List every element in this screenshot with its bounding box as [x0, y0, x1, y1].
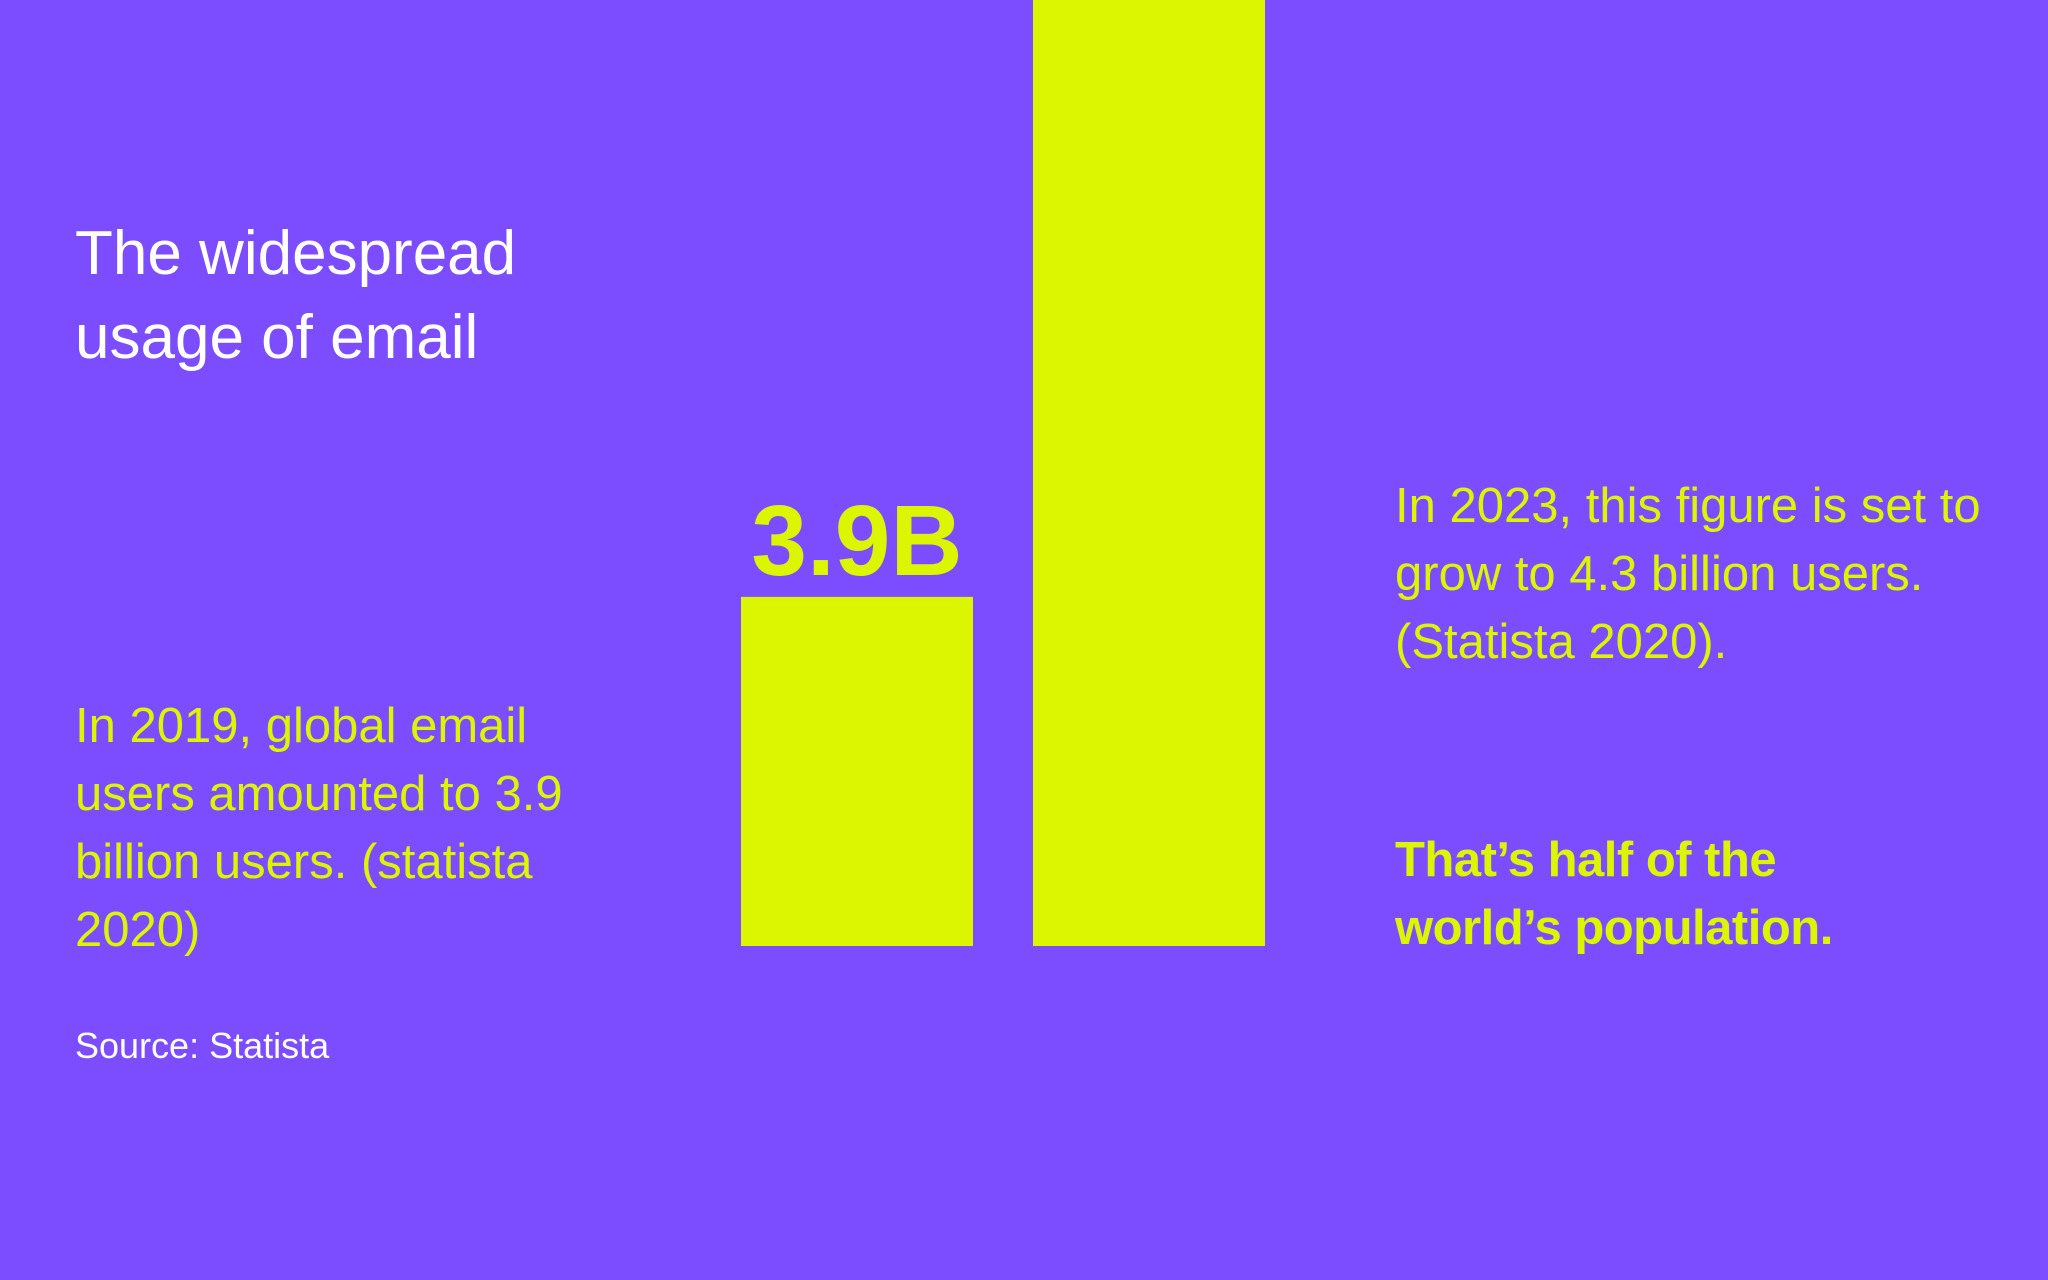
- bar-value-label-2019: 3.9B: [751, 485, 962, 597]
- bar-2023: [1033, 0, 1265, 946]
- source-note: Source: Statista: [75, 1025, 330, 1066]
- right-note: In 2023, this figure is set to grow to 4…: [1395, 479, 1981, 669]
- slide-title: The widespread usage of email: [75, 219, 517, 372]
- right-note-highlight: That’s half of the world’s population.: [1395, 833, 1833, 955]
- bar-2019: [741, 596, 973, 946]
- left-note: In 2019, global email users amounted to …: [75, 699, 563, 957]
